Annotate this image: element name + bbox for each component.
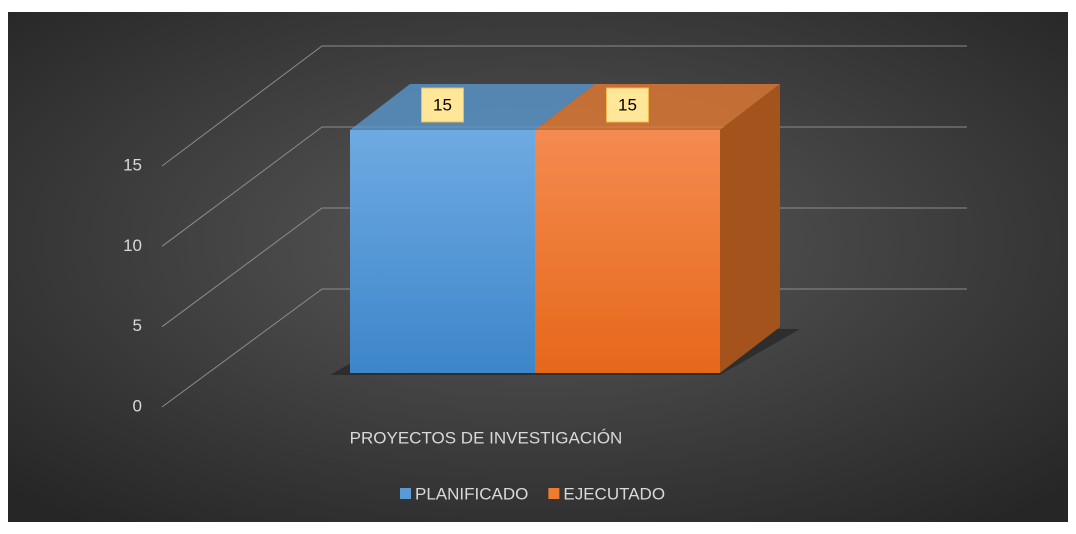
- bar-side: [720, 84, 780, 373]
- y-tick-label: 5: [133, 316, 142, 335]
- legend-swatch: [400, 488, 411, 499]
- data-label-box: [606, 87, 649, 123]
- y-tick-label: 15: [123, 155, 142, 174]
- data-label: 15: [433, 95, 452, 114]
- bar: [350, 130, 535, 373]
- bar: [535, 130, 720, 373]
- legend-swatch: [548, 488, 560, 499]
- bar-top: [535, 84, 780, 130]
- data-label: 15: [618, 95, 637, 114]
- bar-top: [350, 84, 595, 130]
- grid-line: [161, 45, 967, 167]
- legend-label: EJECUTADO: [563, 484, 665, 503]
- x-tick-label: PROYECTOS DE INVESTIGACIÓN: [350, 428, 623, 447]
- y-tick-label: 0: [133, 396, 142, 415]
- legend-label: PLANIFICADO: [415, 484, 528, 503]
- y-tick-label: 10: [123, 236, 142, 255]
- data-label-box: [421, 87, 464, 123]
